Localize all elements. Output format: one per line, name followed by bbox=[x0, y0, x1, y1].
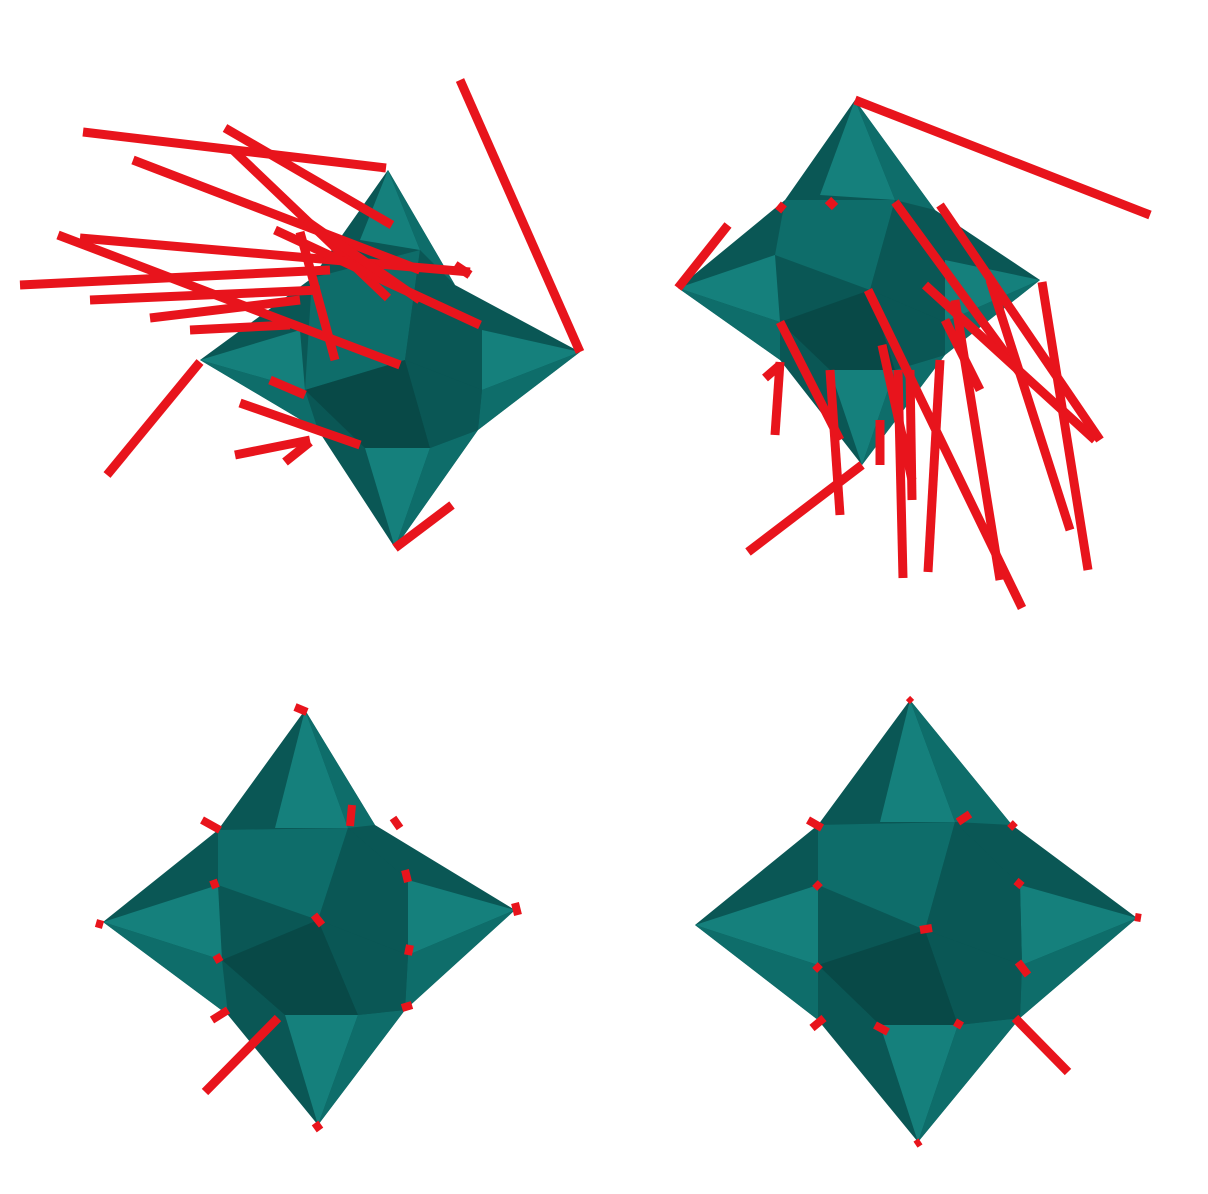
rod bbox=[103, 359, 204, 478]
rod bbox=[863, 288, 1027, 610]
rod bbox=[311, 1120, 324, 1133]
panel-bottom-left bbox=[94, 703, 522, 1133]
panel-top-left bbox=[19, 78, 585, 552]
rod bbox=[19, 265, 331, 290]
rod bbox=[293, 703, 309, 716]
rod bbox=[923, 359, 945, 573]
rod bbox=[913, 1138, 923, 1148]
rod bbox=[955, 810, 973, 826]
rods-bottom-left bbox=[94, 703, 522, 1133]
rod bbox=[273, 225, 482, 330]
rod bbox=[400, 1001, 414, 1012]
rod bbox=[877, 344, 917, 481]
polyhedron-bottom-left bbox=[103, 710, 515, 1125]
rod bbox=[674, 222, 732, 291]
rod bbox=[212, 953, 224, 964]
polyhedron-bottom-right bbox=[695, 700, 1137, 1142]
rod bbox=[302, 216, 423, 304]
rod bbox=[392, 501, 455, 552]
rod bbox=[812, 880, 823, 891]
rod bbox=[824, 196, 839, 211]
rod bbox=[189, 320, 291, 335]
panel-top-right bbox=[674, 95, 1152, 610]
rod bbox=[452, 261, 473, 279]
rod bbox=[282, 438, 313, 466]
rod bbox=[56, 230, 402, 370]
rod bbox=[149, 295, 301, 323]
rod bbox=[825, 369, 845, 516]
rod bbox=[209, 1006, 231, 1024]
rod bbox=[455, 78, 585, 354]
rod bbox=[222, 124, 395, 229]
rod bbox=[809, 1014, 827, 1032]
rod bbox=[295, 230, 340, 362]
rod bbox=[853, 95, 1152, 220]
rod bbox=[1014, 959, 1032, 978]
rod bbox=[1134, 913, 1142, 922]
rod bbox=[1013, 877, 1025, 890]
rod bbox=[770, 361, 785, 436]
rod bbox=[200, 816, 222, 834]
polyhedron-top-right bbox=[678, 100, 1040, 465]
rod bbox=[936, 202, 1104, 443]
rod bbox=[1037, 281, 1093, 571]
rod bbox=[401, 869, 412, 883]
rod bbox=[1007, 820, 1018, 831]
rod bbox=[873, 1021, 890, 1036]
rod bbox=[201, 1014, 282, 1096]
rod bbox=[919, 924, 933, 934]
rod bbox=[985, 278, 1075, 532]
rod bbox=[310, 912, 326, 928]
rod bbox=[1011, 1014, 1072, 1076]
rod bbox=[404, 944, 414, 956]
rods-top-left bbox=[19, 78, 585, 552]
rod bbox=[511, 902, 522, 916]
rod bbox=[806, 816, 824, 832]
rod bbox=[94, 919, 105, 929]
rod bbox=[89, 285, 321, 305]
rod bbox=[268, 375, 307, 400]
rod bbox=[131, 155, 422, 275]
rod bbox=[234, 435, 311, 460]
rod bbox=[905, 695, 915, 705]
rod bbox=[745, 461, 865, 556]
rod bbox=[209, 878, 220, 890]
rod bbox=[940, 317, 985, 393]
rod bbox=[762, 361, 783, 382]
rod bbox=[389, 815, 404, 831]
rods-top-right bbox=[674, 95, 1152, 610]
rod bbox=[346, 804, 356, 827]
rod bbox=[905, 369, 917, 501]
rod bbox=[79, 233, 471, 277]
rod bbox=[953, 1018, 964, 1030]
rods-bottom-right bbox=[806, 695, 1142, 1148]
rod bbox=[775, 201, 787, 214]
panel-bottom-right bbox=[695, 695, 1142, 1148]
rod bbox=[238, 398, 362, 450]
rod bbox=[812, 962, 823, 973]
